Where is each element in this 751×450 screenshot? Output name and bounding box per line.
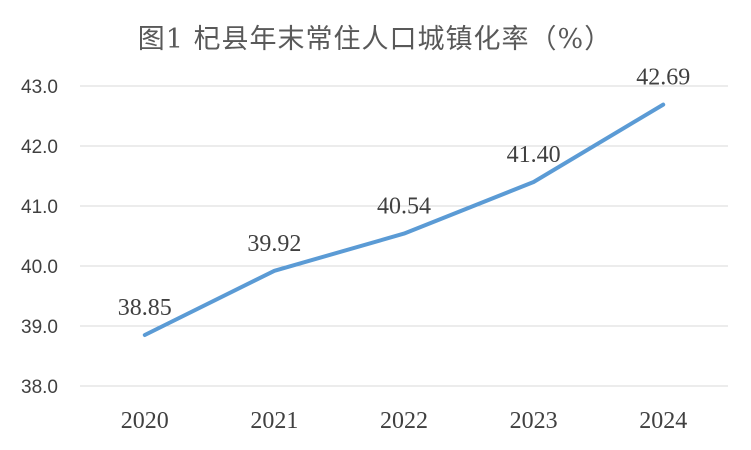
x-tick-label: 2020 (121, 408, 169, 434)
y-axis-ticks: 38.0 39.0 40.0 41.0 42.0 43.0 (21, 77, 58, 398)
x-tick-label: 2023 (510, 408, 558, 434)
y-tick-label: 41.0 (21, 197, 58, 218)
x-tick-label: 2024 (639, 408, 687, 434)
data-labels: 38.85 39.92 40.54 41.40 42.69 (118, 65, 690, 321)
gridlines (80, 85, 728, 387)
data-label: 38.85 (118, 295, 172, 321)
chart-title: 图1 杞县年末常住人口城镇化率（%） (138, 24, 612, 55)
series-line (142, 102, 666, 337)
data-label: 40.54 (377, 194, 431, 220)
x-tick-label: 2022 (380, 408, 428, 434)
y-tick-label: 43.0 (21, 77, 58, 98)
data-label: 41.40 (507, 142, 561, 168)
data-label: 39.92 (247, 231, 301, 257)
x-tick-label: 2021 (250, 408, 298, 434)
y-tick-label: 39.0 (21, 317, 58, 338)
y-tick-label: 40.0 (21, 257, 58, 278)
data-label: 42.69 (636, 65, 690, 91)
y-tick-label: 38.0 (21, 377, 58, 398)
x-axis-ticks: 2020 2021 2022 2023 2024 (121, 408, 687, 434)
y-tick-label: 42.0 (21, 137, 58, 158)
